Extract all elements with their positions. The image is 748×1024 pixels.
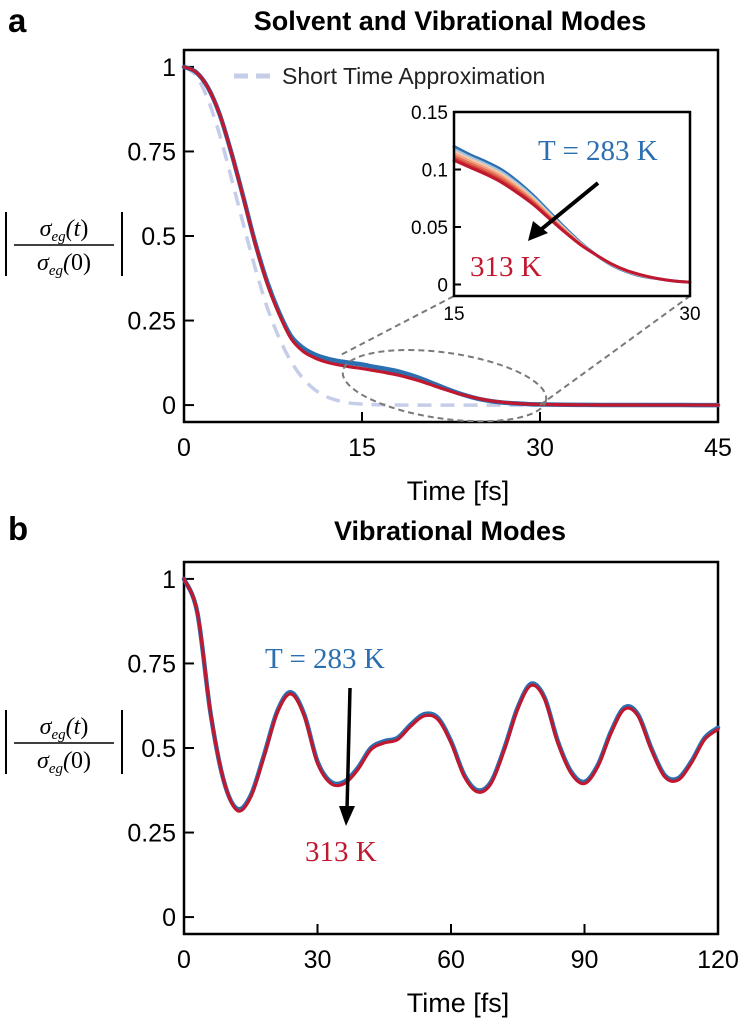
panel-b-ytick-label: 0.25 (127, 820, 176, 848)
panel-a-xtick-label: 15 (348, 434, 376, 462)
panel-a-ytick-label: 1 (162, 54, 176, 82)
inset-series-313k (452, 158, 692, 284)
inset-frame (452, 110, 692, 298)
panel-a-ann-283: T = 283 K (538, 135, 658, 167)
panel-b-ytick-label: 1 (162, 566, 176, 594)
panel-b-title: Vibrational Modes (334, 516, 566, 546)
panel-a-xtick-label: 30 (526, 434, 554, 462)
panel-b-ylabel: σeg(t) σeg(0) (5, 710, 123, 777)
zoom-ellipse (341, 349, 548, 423)
panel-label-b: b (8, 510, 28, 547)
panel-b-xlabel: Time [fs] (407, 988, 510, 1018)
zoom-connector-right (539, 295, 691, 406)
panel-a-title: Solvent and Vibrational Modes (254, 6, 647, 36)
inset-xtick-label: 15 (443, 304, 464, 325)
panel-a-ann-313: 313 K (470, 251, 542, 283)
panel-a-xtick-label: 0 (177, 434, 191, 462)
panel-b-xtick-label: 30 (304, 946, 332, 974)
panel-label-a: a (8, 2, 27, 39)
svg-text:σeg(t): σeg(t) (40, 216, 89, 245)
inset-ytick-label: 0.1 (422, 161, 448, 182)
inset-ytick-label: 0.15 (411, 103, 448, 124)
panel-a-ytick-label: 0.25 (127, 308, 176, 336)
panel-b-ann-313: 313 K (305, 836, 377, 868)
panel-b-ann-283: T = 283 K (265, 643, 385, 675)
inset-ytick-label: 0 (437, 276, 448, 297)
panel-b-ytick-label: 0.75 (127, 650, 176, 678)
panel-b-xtick-label: 120 (697, 946, 739, 974)
panel-b-xtick-label: 60 (437, 946, 465, 974)
panel-b-xtick-label: 90 (571, 946, 599, 974)
panel-a-xtick-label: 45 (704, 434, 732, 462)
series-short-time-approx (182, 65, 718, 407)
panel-b-plot: 0 30 60 90 120 0 0.25 0.5 0.75 1 (127, 560, 739, 974)
series-313k (182, 65, 720, 407)
svg-text:σeg(0): σeg(0) (37, 250, 91, 279)
legend-short-time: Short Time Approximation (282, 63, 545, 89)
panel-a-xlabel: Time [fs] (407, 476, 510, 506)
inset-xtick-label: 30 (679, 304, 700, 325)
panel-a-ytick-label: 0.5 (141, 223, 176, 251)
panel-a-plot: 0 15 30 45 0 0.25 0.5 0.75 1 (127, 48, 732, 462)
panel-b-xtick-label: 0 (177, 946, 191, 974)
svg-text:σeg(0): σeg(0) (37, 748, 91, 777)
panel-b-ytick-label: 0.5 (141, 735, 176, 763)
series-283k (181, 576, 721, 812)
panel-b-arrow (339, 687, 355, 826)
panel-a-ylabel: σeg(t) σeg(0) (5, 212, 123, 279)
zoom-connector-left (341, 295, 455, 356)
panel-a-ytick-label: 0.75 (127, 138, 176, 166)
panel-a-arrow (528, 181, 600, 241)
panel-b-ytick-label: 0 (162, 904, 176, 932)
panel-a-ytick-label: 0 (162, 392, 176, 420)
svg-text:σeg(t): σeg(t) (40, 714, 89, 743)
series-313k (182, 577, 720, 813)
inset-ytick-label: 0.05 (411, 218, 448, 239)
